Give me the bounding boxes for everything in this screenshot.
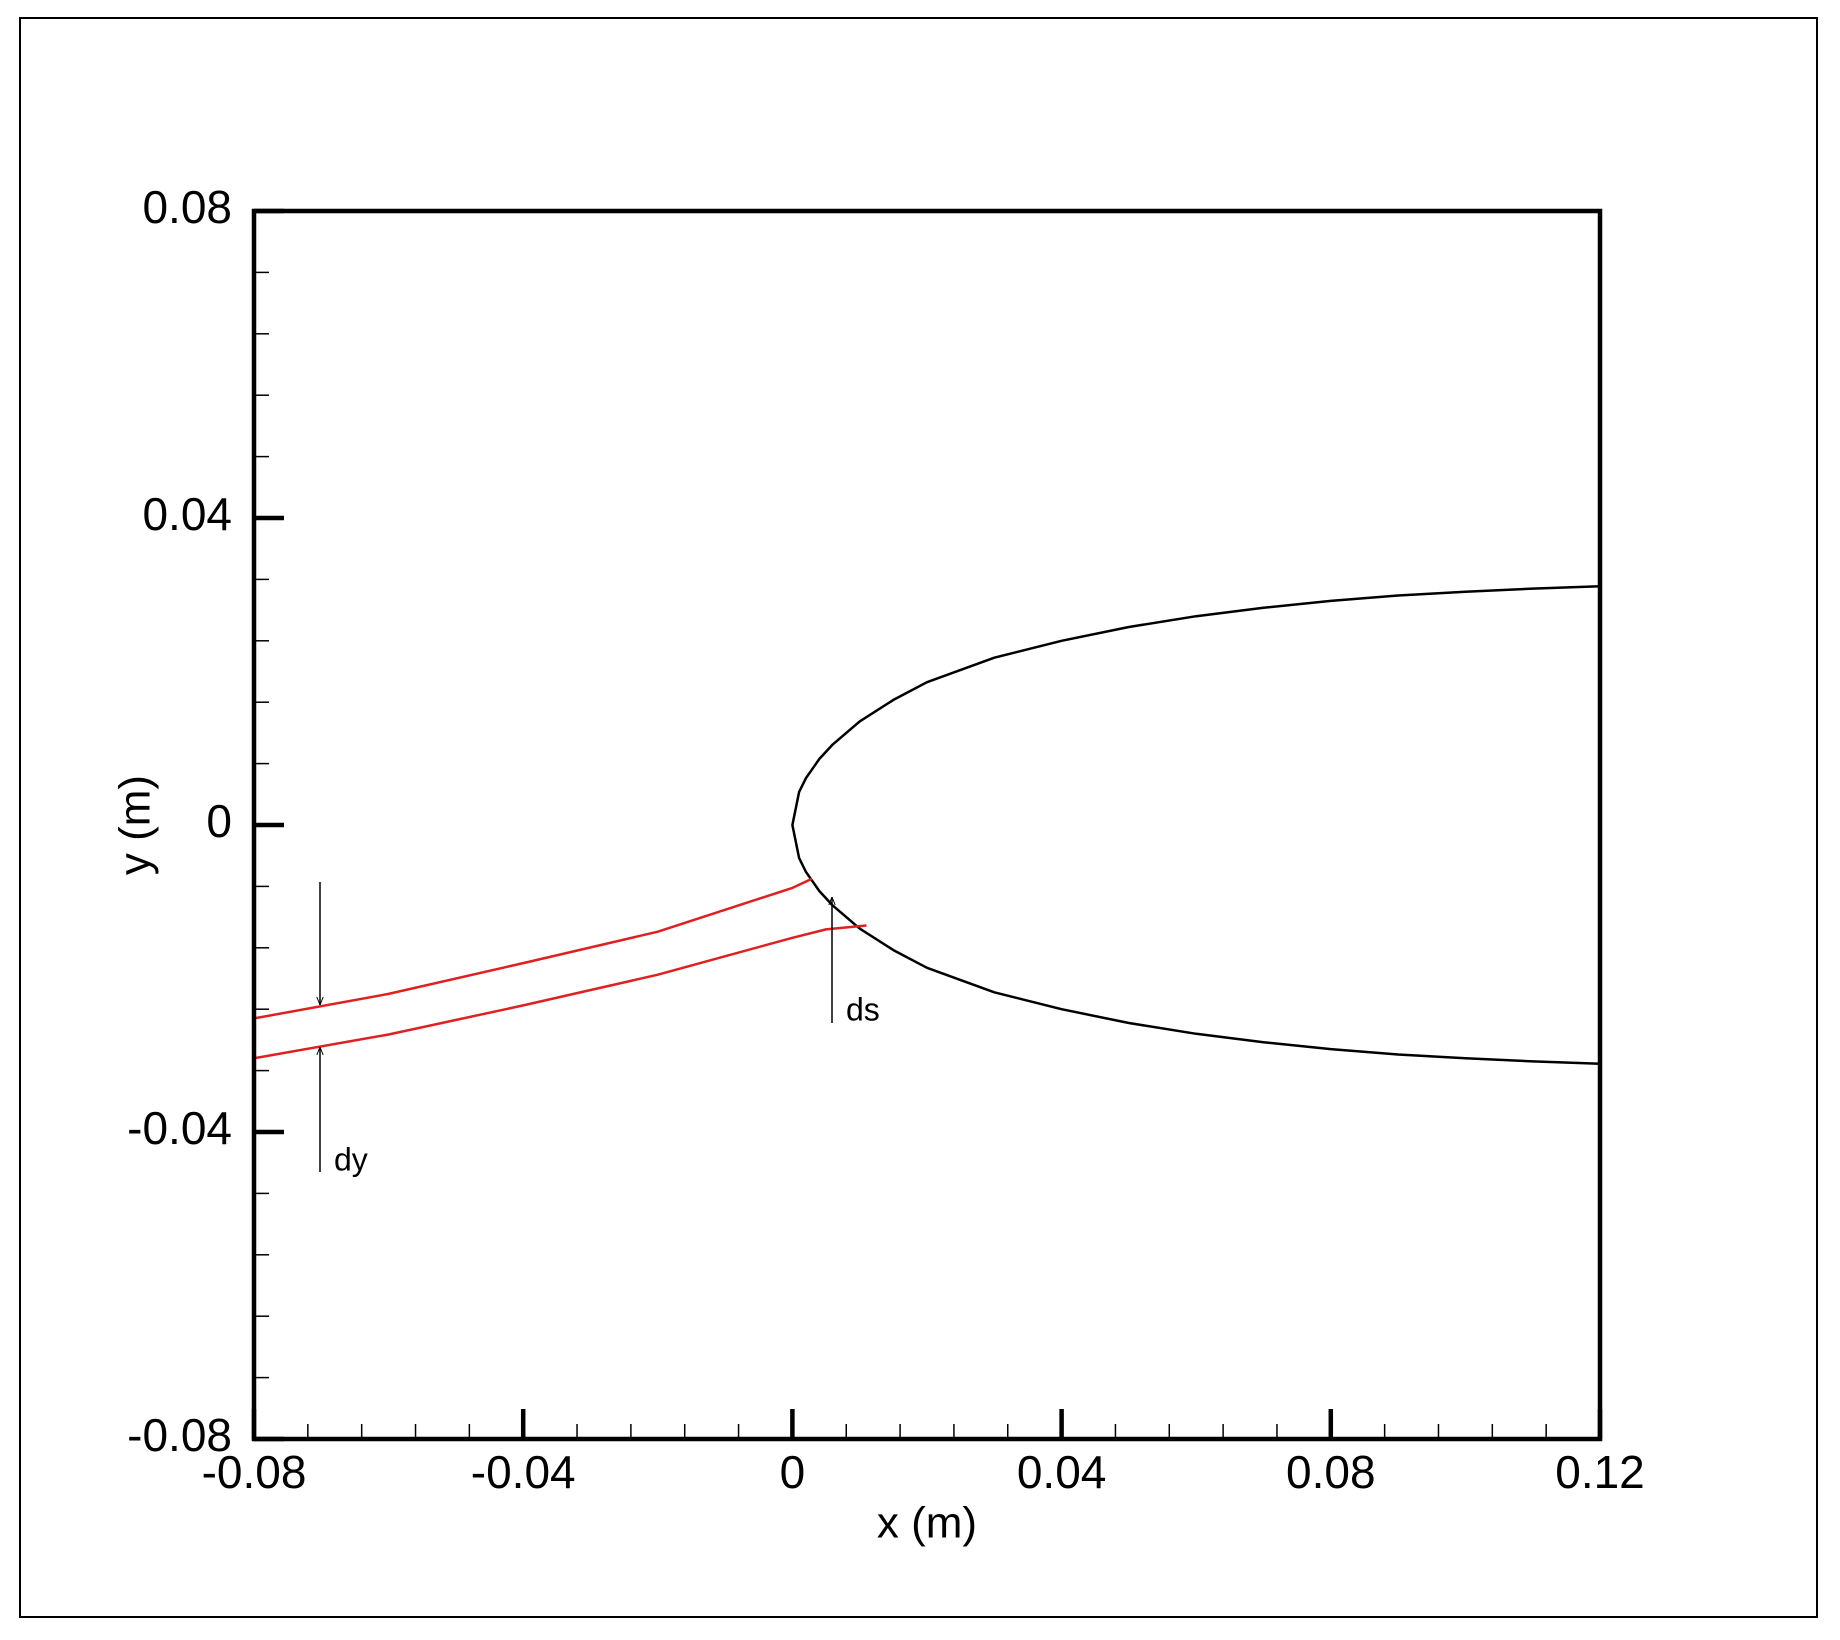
x-tick-label: 0.12 <box>1555 1446 1645 1498</box>
y-tick-label: 0 <box>206 795 232 847</box>
y-tick-label: -0.08 <box>127 1409 232 1461</box>
x-axis-label: x (m) <box>877 1499 977 1548</box>
y-axis-label: y (m) <box>111 775 160 875</box>
y-tick-label: -0.04 <box>127 1102 232 1154</box>
y-tick-label: 0.08 <box>142 181 232 233</box>
x-tick-label: 0 <box>780 1446 806 1498</box>
annotation: ds <box>846 991 880 1027</box>
series-line <box>791 585 1601 1065</box>
outer-frame <box>19 17 1818 1618</box>
y-tick-label: 0.04 <box>142 488 232 540</box>
series-line <box>253 924 867 1060</box>
annotation: dy <box>334 1141 368 1177</box>
series-line <box>253 877 813 1020</box>
plot-area <box>251 208 1603 1442</box>
axes-frame <box>251 208 1603 1442</box>
x-tick-label: -0.04 <box>471 1446 576 1498</box>
x-tick-label: -0.08 <box>202 1446 307 1498</box>
x-tick-label: 0.08 <box>1286 1446 1376 1498</box>
x-tick-label: 0.04 <box>1017 1446 1107 1498</box>
